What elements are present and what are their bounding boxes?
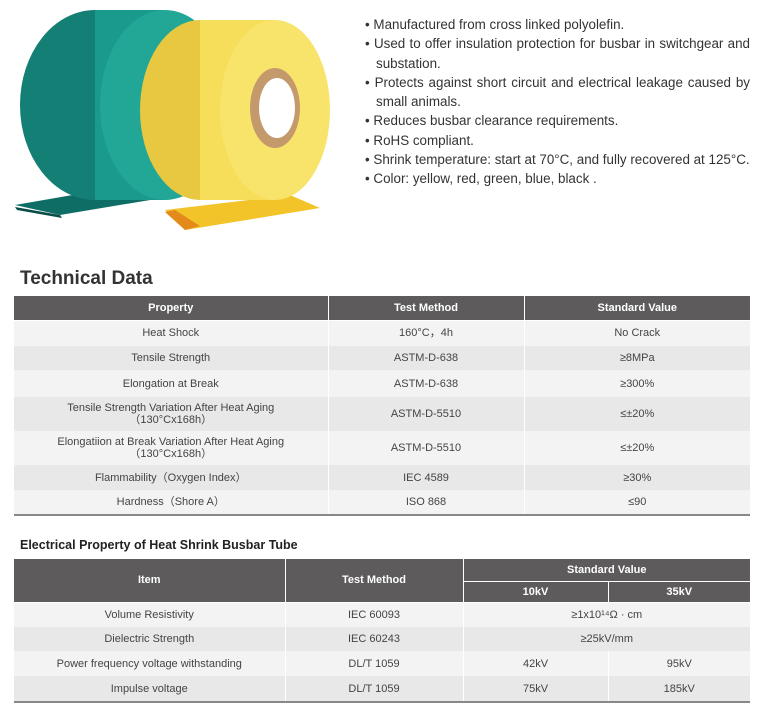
cell-test-method: DL/T 1059 <box>284 651 464 676</box>
cell-test-method: DL/T 1059 <box>284 676 464 702</box>
cell-test-method: IEC 60093 <box>284 602 464 627</box>
cell-standard-value: ≤90 <box>523 490 750 515</box>
cell-test-method: 160°C，4h <box>327 320 525 346</box>
cell-property: Heat Shock <box>14 320 329 346</box>
table-row: Tensile Strength Variation After Heat Ag… <box>14 397 750 431</box>
cell-item: Impulse voltage <box>14 676 286 702</box>
cell-item: Dielectric Strength <box>14 627 286 651</box>
cell-property: Hardness（Shore A） <box>14 490 329 515</box>
table-row: Power frequency voltage withstanding DL/T… <box>14 651 751 676</box>
header-property: Property <box>14 296 329 321</box>
electrical-property-title: Electrical Property of Heat Shrink Busba… <box>20 538 298 552</box>
table-row: Impulse voltage DL/T 1059 75kV 185kV <box>14 676 751 702</box>
feature-item: Manufactured from cross linked polyolefi… <box>365 15 750 34</box>
table-row: Flammability（Oxygen Index） IEC 4589 ≥30% <box>14 465 750 490</box>
cell-test-method: IEC 4589 <box>327 465 525 490</box>
cell-property: Elongation at Break <box>14 370 329 397</box>
table-row: Elongation at Break ASTM-D-638 ≥300% <box>14 370 750 397</box>
cell-item: Volume Resistivity <box>14 602 286 627</box>
table-row: Tensile Strength ASTM-D-638 ≥8MPa <box>14 346 750 370</box>
feature-item: RoHS compliant. <box>365 131 750 150</box>
header-item: Item <box>14 559 286 603</box>
technical-data-table: Property Test Method Standard Value Heat… <box>14 296 750 516</box>
cell-property: Tensile Strength Variation After Heat Ag… <box>14 397 329 431</box>
table-row: Dielectric Strength IEC 60243 ≥25kV/mm <box>14 627 751 651</box>
cell-standard-value: No Crack <box>523 320 750 346</box>
header-standard-value: Standard Value <box>462 559 751 582</box>
table-row: Heat Shock 160°C，4h No Crack <box>14 320 750 346</box>
header-test-method: Test Method <box>284 559 464 603</box>
electrical-property-table: Item Test Method Standard Value 10kV 35k… <box>14 559 751 703</box>
cell-test-method: ASTM-D-638 <box>327 370 525 397</box>
cell-standard-value: ≥25kV/mm <box>462 627 751 651</box>
feature-item: Color: yellow, red, green, blue, black . <box>365 169 750 188</box>
cell-test-method: ASTM-D-5510 <box>327 431 525 465</box>
cell-standard-value: ≥30% <box>523 465 750 490</box>
cell-35kv: 185kV <box>607 676 751 702</box>
cell-test-method: ASTM-D-638 <box>327 346 525 370</box>
cell-property: Flammability（Oxygen Index） <box>14 465 329 490</box>
table-row: Elongatiion at Break Variation After Hea… <box>14 431 750 465</box>
cell-standard-value: ≥300% <box>523 370 750 397</box>
cell-test-method: ASTM-D-5510 <box>327 397 525 431</box>
cell-35kv: 95kV <box>607 651 751 676</box>
header-standard-value: Standard Value <box>523 296 750 321</box>
feature-list: Manufactured from cross linked polyolefi… <box>365 15 750 189</box>
cell-item: Power frequency voltage withstanding <box>14 651 286 676</box>
feature-item: Shrink temperature: start at 70°C, and f… <box>365 150 750 169</box>
cell-10kv: 75kV <box>462 676 609 702</box>
cell-test-method: IEC 60243 <box>284 627 464 651</box>
cell-standard-value: ≥1x10¹⁴Ω · cm <box>462 602 751 627</box>
cell-test-method: ISO 868 <box>327 490 525 515</box>
feature-item: Used to offer insulation protection for … <box>365 34 750 73</box>
cell-property: Elongatiion at Break Variation After Hea… <box>14 431 329 465</box>
technical-data-title: Technical Data <box>20 268 153 289</box>
header-10kv: 10kV <box>463 581 609 603</box>
cell-property: Tensile Strength <box>14 346 329 370</box>
feature-item: Protects against short circuit and elect… <box>365 73 750 112</box>
cell-standard-value: ≤±20% <box>523 431 750 465</box>
feature-item: Reduces busbar clearance requirements. <box>365 111 750 130</box>
table-row: Volume Resistivity IEC 60093 ≥1x10¹⁴Ω · cm <box>14 602 751 627</box>
product-image-heat-shrink-rolls <box>15 10 330 230</box>
cell-standard-value: ≥8MPa <box>523 346 750 370</box>
header-35kv: 35kV <box>607 581 751 603</box>
cell-standard-value: ≤±20% <box>523 397 750 431</box>
header-test-method: Test Method <box>327 296 525 321</box>
cell-10kv: 42kV <box>462 651 609 676</box>
table-row: Hardness（Shore A） ISO 868 ≤90 <box>14 490 750 515</box>
